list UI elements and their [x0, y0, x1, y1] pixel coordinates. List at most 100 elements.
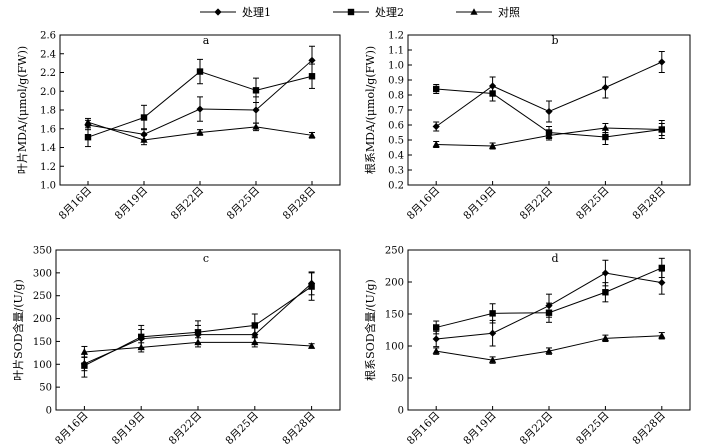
x-tick-label: 8月16日 [405, 185, 443, 223]
data-point [601, 83, 609, 92]
legend-marker [470, 8, 478, 15]
data-point [601, 334, 609, 342]
y-tick-label: 0.2 [388, 181, 404, 192]
data-point [84, 118, 92, 125]
y-tick-label: 2.0 [40, 87, 56, 98]
x-tick-label: 8月28日 [630, 410, 668, 448]
y-tick-label: 250 [33, 291, 52, 302]
data-point [140, 130, 148, 138]
y-tick-label: 0.5 [388, 136, 404, 147]
y-tick-label: 150 [385, 310, 404, 321]
y-tick-label: 0.3 [388, 166, 404, 177]
data-point [545, 347, 553, 354]
data-point [140, 136, 148, 143]
y-tick-label: 250 [385, 246, 404, 257]
x-tick-label: 8月28日 [280, 410, 318, 448]
data-point [138, 333, 145, 341]
series-3 [432, 120, 666, 150]
data-point [140, 114, 148, 121]
y-tick-label: 150 [33, 337, 52, 348]
x-tick-label: 8月16日 [405, 410, 443, 448]
x-tick-label: 8月22日 [169, 185, 207, 223]
y-tick-label: 100 [385, 342, 404, 353]
x-tick-label: 8月16日 [53, 410, 91, 448]
data-point [308, 73, 316, 80]
data-point [545, 131, 553, 139]
data-point [252, 87, 260, 94]
data-point [433, 85, 440, 93]
data-point [252, 106, 260, 114]
data-point [308, 131, 316, 139]
data-point [251, 338, 259, 346]
x-tick-label: 8月25日 [574, 410, 612, 448]
series-3 [80, 337, 316, 358]
panels: 1.0 1.2 1.4 1.6 1.8 2.0 2.2 2.4 2.6 8月16日 8月19日 8月2… [11, 31, 691, 448]
data-point [137, 343, 145, 351]
y-tick-label: 200 [385, 278, 404, 289]
data-point [658, 279, 666, 287]
y-tick-label: 1.4 [40, 143, 56, 154]
y-tick-label: 1.8 [40, 106, 56, 117]
y-tick-label: 0 [46, 406, 52, 417]
data-point [252, 123, 260, 130]
data-point [602, 133, 609, 141]
data-point [601, 124, 609, 131]
y-tick-label: 1.0 [388, 61, 404, 72]
y-tick-label: 1.0 [40, 181, 56, 192]
legend-label: 对照 [498, 5, 520, 19]
x-tick-label: 8月28日 [630, 185, 668, 223]
y-axis-label: 根系MDA/(μmol/g(FW)) [363, 46, 377, 174]
series-2 [81, 272, 315, 378]
data-point [489, 142, 497, 149]
x-tick-label: 8月25日 [574, 185, 612, 223]
data-point [84, 133, 92, 141]
series-3 [84, 117, 316, 146]
data-point [432, 122, 440, 131]
legend-marker [347, 8, 355, 16]
series-2 [84, 58, 316, 148]
y-tick-label: 1.1 [388, 46, 404, 57]
data-point [658, 264, 665, 272]
data-point [432, 347, 440, 354]
x-tick-label: 8月19日 [110, 410, 148, 448]
y-tick-label: 0.7 [388, 106, 404, 117]
data-point [433, 324, 440, 331]
y-axis-label: 根系SOD含量/(U/g) [363, 279, 377, 381]
y-tick-label: 2.6 [40, 31, 56, 42]
legend-item-2: 处理2 [333, 6, 404, 19]
x-tick-label: 8月28日 [281, 185, 319, 223]
panel-letter: b [551, 34, 558, 47]
x-tick-label: 8月19日 [461, 410, 499, 448]
data-point [489, 356, 497, 363]
panel-letter: d [551, 252, 558, 265]
y-tick-label: 1.2 [388, 31, 404, 42]
data-point [658, 125, 666, 133]
legend: 处理1 处理2 对照 [200, 5, 520, 19]
legend-label: 处理2 [375, 6, 404, 19]
y-tick-label: 0.8 [388, 91, 404, 102]
data-point [251, 322, 258, 329]
panel-letter: a [203, 34, 210, 47]
x-tick-label: 8月19日 [113, 185, 151, 223]
x-tick-label: 8月25日 [225, 185, 263, 223]
data-point [658, 331, 666, 339]
data-point [196, 68, 204, 75]
y-tick-label: 0.9 [388, 76, 404, 87]
y-tick-label: 300 [33, 268, 52, 279]
y-tick-label: 1.6 [40, 124, 56, 135]
legend-marker [214, 8, 222, 16]
data-point [308, 56, 316, 64]
y-axis-label: 叶片SOD含量/(U/g) [11, 279, 25, 381]
y-tick-label: 2.4 [40, 49, 56, 60]
data-point [196, 105, 204, 113]
chart-panel-a: 1.0 1.2 1.4 1.6 1.8 2.0 2.2 2.4 2.6 8月16日 8月19日 8月2… [16, 31, 341, 223]
chart-panel-d: 0 50 100 150 200 250 8月16日 8月19日 8月22日 8月25日 8月28日… [363, 246, 691, 448]
panel-letter: c [203, 252, 209, 265]
data-point [489, 90, 496, 97]
y-tick-label: 0.4 [388, 151, 404, 162]
y-tick-label: 0 [398, 406, 404, 417]
data-point [308, 283, 315, 290]
y-tick-label: 200 [33, 314, 52, 325]
data-point [545, 107, 553, 116]
